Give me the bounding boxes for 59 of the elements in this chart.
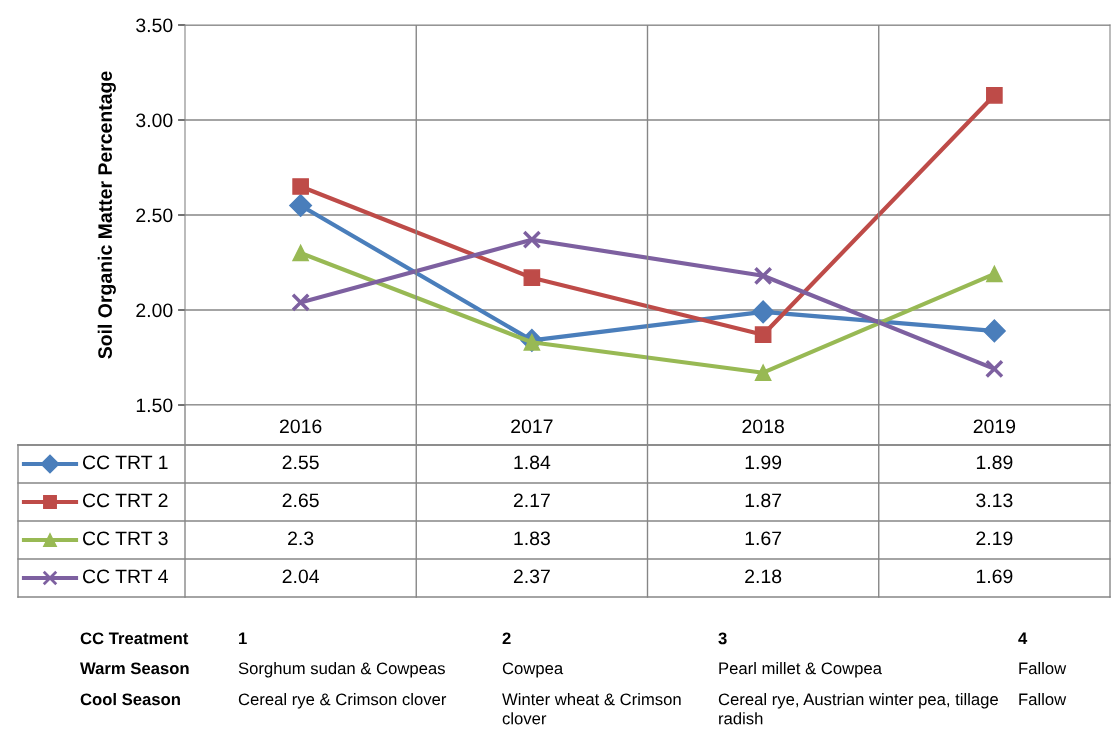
text: CC Treatment — [80, 632, 189, 645]
text: Pearl millet & Cowpea — [719, 662, 882, 678]
data-label: 2.19 — [976, 531, 1013, 546]
data-label: 1.69 — [976, 569, 1013, 584]
legend-label: CC TRT 2 — [82, 493, 168, 508]
x-tick-label: 2019 — [973, 419, 1016, 434]
data-label: 2.17 — [513, 493, 550, 508]
point — [523, 269, 541, 287]
point — [522, 230, 542, 250]
text: Cowpea — [502, 662, 564, 678]
data-label: 1.99 — [745, 455, 782, 470]
y-tick-label: 2.00 — [136, 303, 173, 318]
x-tick-label: 2016 — [279, 419, 322, 434]
text: 3 — [718, 632, 727, 645]
text: Fallow — [1019, 662, 1067, 675]
text: Winter wheat & Crimson clover — [502, 693, 681, 725]
text: Warm Season — [80, 662, 189, 675]
data-label: 2.3 — [288, 531, 314, 546]
data-label: 2.18 — [745, 569, 782, 584]
legend-label: CC TRT 1 — [82, 455, 168, 470]
data-label: 3.13 — [976, 493, 1013, 508]
point — [751, 300, 775, 324]
data-label: 2.55 — [282, 455, 319, 470]
x-tick-label: 2018 — [742, 419, 784, 434]
text: Cereal rye & Crimson clover — [238, 693, 447, 709]
text: Cereal rye, Austrian winter pea, tillage radish — [718, 693, 998, 725]
data-label: 2.65 — [282, 493, 319, 508]
legend-label: CC TRT 3 — [82, 531, 168, 546]
x-tick-label: 2017 — [511, 419, 553, 434]
point — [289, 194, 313, 217]
y-tick-label: 3.50 — [136, 18, 173, 33]
point — [754, 326, 772, 344]
y-tick-label: 3.00 — [136, 113, 173, 128]
data-label: 1.67 — [745, 531, 782, 546]
y-tick-label: 1.50 — [136, 398, 173, 413]
legend-label: CC TRT 4 — [82, 569, 168, 584]
data-label: 2.37 — [513, 569, 550, 584]
data-label: 1.89 — [976, 455, 1013, 470]
point — [753, 266, 773, 286]
point — [986, 265, 1003, 283]
point — [982, 319, 1006, 343]
y-tick-label: 2.50 — [136, 208, 173, 223]
point — [754, 364, 772, 382]
y-axis-title: Soil Organic Matter Percentage — [97, 71, 116, 359]
point — [986, 86, 1003, 104]
point — [292, 178, 309, 195]
text: Fallow — [1019, 693, 1067, 706]
text: 2 — [502, 632, 511, 645]
data-label: 1.84 — [514, 455, 551, 470]
data-label: 1.83 — [514, 531, 550, 546]
text: Cool Season — [80, 693, 180, 706]
data-label: 2.04 — [282, 569, 319, 584]
text: Sorghum sudan & Cowpeas — [238, 662, 445, 678]
point — [292, 244, 309, 262]
point — [291, 293, 310, 312]
data-label: 1.87 — [745, 493, 782, 508]
point — [985, 359, 1004, 379]
text: 1 — [239, 632, 247, 645]
text: 4 — [1018, 632, 1028, 645]
